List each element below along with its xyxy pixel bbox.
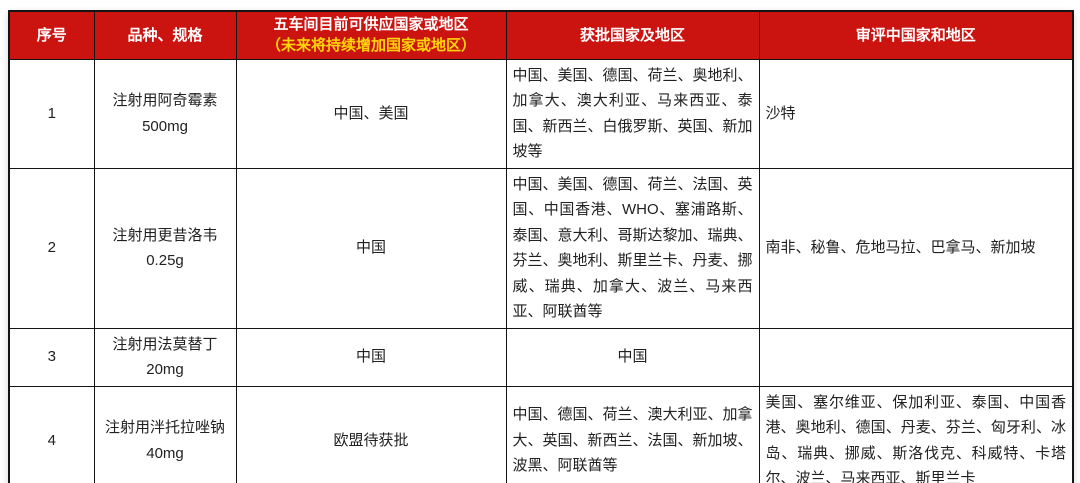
- cell-supply: 欧盟待获批: [235, 385, 507, 483]
- cell-supply: 中国: [235, 327, 507, 387]
- cell-supply: 中国、美国: [235, 58, 507, 169]
- table-row: 3 注射用法莫替丁20mg 中国 中国: [8, 327, 1074, 387]
- col-header-supply-label: 五车间目前可供应国家或地区: [273, 16, 469, 34]
- col-header-index-label: 序号: [36, 26, 67, 44]
- col-header-approved: 获批国家及地区: [505, 10, 760, 60]
- cell-supply: 中国: [235, 167, 507, 329]
- cell-index: 2: [8, 167, 95, 329]
- cell-index: 4: [8, 385, 95, 483]
- col-header-under-review-label: 审评中国家和地区: [855, 26, 976, 44]
- cell-product: 注射用更昔洛韦0.25g: [93, 167, 237, 329]
- cell-approved: 中国: [505, 327, 760, 387]
- cell-approved: 中国、美国、德国、荷兰、法国、英国、中国香港、WHO、塞浦路斯、泰国、意大利、哥…: [505, 167, 760, 329]
- col-header-product-label: 品种、规格: [127, 26, 203, 44]
- col-header-approved-label: 获批国家及地区: [579, 26, 685, 44]
- table-row: 1 注射用阿奇霉素500mg 中国、美国 中国、美国、德国、荷兰、奥地利、加拿大…: [8, 58, 1074, 169]
- table-row: 4 注射用泮托拉唑钠40mg 欧盟待获批 中国、德国、荷兰、澳大利亚、加拿大、英…: [8, 385, 1074, 483]
- cell-under-review: 美国、塞尔维亚、保加利亚、泰国、中国香港、奥地利、德国、丹麦、芬兰、匈牙利、冰岛…: [758, 385, 1074, 483]
- cell-under-review: [758, 327, 1074, 387]
- header-row: 序号 品种、规格 五车间目前可供应国家或地区 （未来将持续增加国家或地区） 获批…: [8, 10, 1074, 60]
- col-header-supply-sublabel: （未来将持续增加国家或地区）: [265, 37, 476, 55]
- cell-product: 注射用泮托拉唑钠40mg: [93, 385, 237, 483]
- cell-under-review: 南非、秘鲁、危地马拉、巴拿马、新加坡: [758, 167, 1074, 329]
- cell-index: 3: [8, 327, 95, 387]
- cell-under-review: 沙特: [758, 58, 1074, 169]
- cell-index: 1: [8, 58, 95, 169]
- cell-product: 注射用阿奇霉素500mg: [93, 58, 237, 169]
- cell-product: 注射用法莫替丁20mg: [93, 327, 237, 387]
- col-header-under-review: 审评中国家和地区: [758, 10, 1074, 60]
- col-header-index: 序号: [8, 10, 95, 60]
- cell-approved: 中国、德国、荷兰、澳大利亚、加拿大、英国、新西兰、法国、新加坡、波黑、阿联酋等: [505, 385, 760, 483]
- drug-supply-table: 序号 品种、规格 五车间目前可供应国家或地区 （未来将持续增加国家或地区） 获批…: [8, 10, 1074, 483]
- col-header-product: 品种、规格: [93, 10, 237, 60]
- col-header-supply: 五车间目前可供应国家或地区 （未来将持续增加国家或地区）: [235, 10, 507, 60]
- table-row: 2 注射用更昔洛韦0.25g 中国 中国、美国、德国、荷兰、法国、英国、中国香港…: [8, 167, 1074, 329]
- cell-approved: 中国、美国、德国、荷兰、奥地利、加拿大、澳大利亚、马来西亚、泰国、新西兰、白俄罗…: [505, 58, 760, 169]
